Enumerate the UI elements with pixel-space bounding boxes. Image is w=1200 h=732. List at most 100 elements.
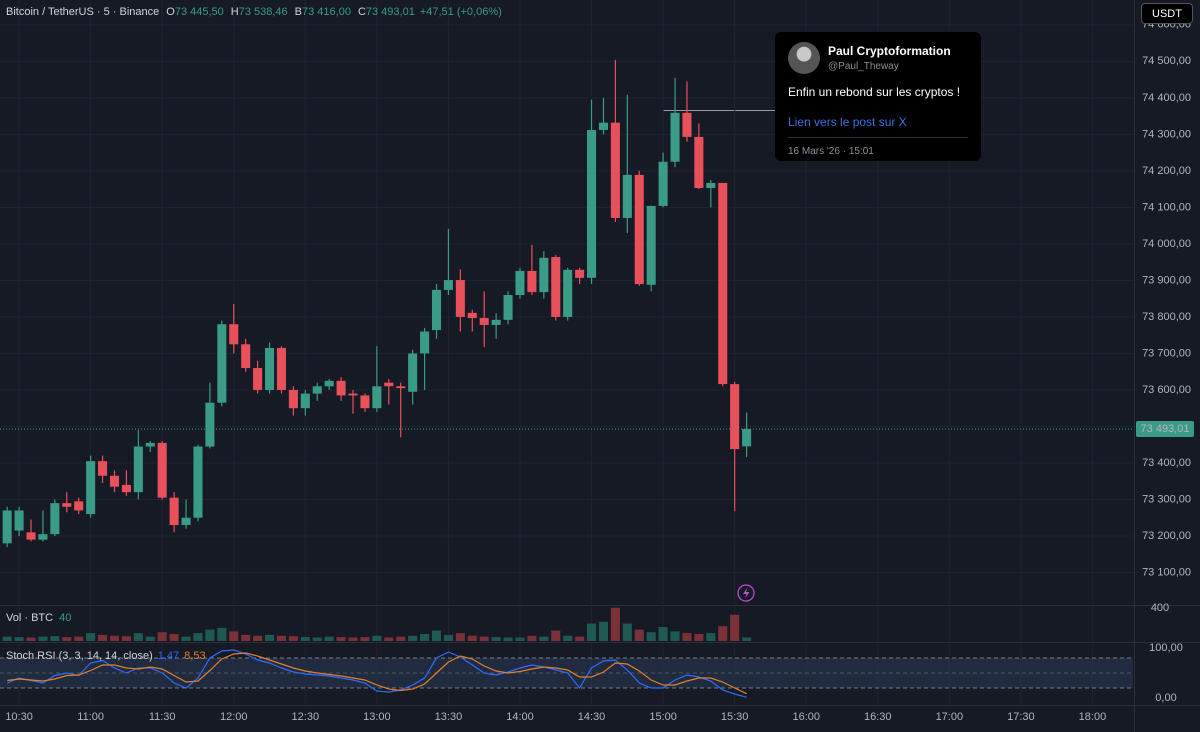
volume-bar — [98, 634, 108, 641]
candle-body — [539, 257, 549, 293]
candle-body — [98, 461, 108, 476]
candle-body — [742, 429, 752, 447]
volume-bar — [443, 634, 453, 641]
y-tick-label: 74 000,00 — [1142, 238, 1191, 250]
x-tick-label: 17:00 — [936, 711, 964, 723]
candle-body — [610, 122, 620, 218]
volume-bar — [682, 633, 692, 641]
volume-bar — [646, 632, 656, 641]
ohlc-key: O — [166, 6, 175, 18]
volume-bar — [300, 637, 310, 641]
candle-body — [384, 382, 394, 387]
volume-bar — [467, 635, 477, 641]
volume-bar — [575, 636, 585, 641]
y-tick-label: 73 300,00 — [1142, 493, 1191, 505]
volume-bar — [86, 633, 96, 641]
volume-bar — [276, 635, 286, 641]
volume-bar — [372, 635, 382, 641]
y-tick-label: 74 500,00 — [1142, 55, 1191, 67]
volume-bar — [730, 614, 740, 641]
volume-bar — [38, 636, 48, 641]
tweet-date: 16 Mars '26 · 15:01 — [788, 146, 874, 157]
volume-bar — [622, 623, 632, 641]
stoch-legend: Stoch RSI (3, 3, 14, 14, close) 1,47 8,53 — [6, 650, 206, 662]
volume-bar — [598, 621, 609, 641]
stoch-last: 1,47 — [158, 650, 179, 662]
candle-body — [503, 295, 513, 320]
volume-bar — [408, 635, 418, 641]
volume-bar — [205, 629, 215, 641]
tweet-author-row: Paul Cryptoformation @Paul_Theway — [788, 42, 968, 74]
candle-body — [587, 129, 597, 278]
candle-body — [241, 344, 251, 369]
x-tick-label: 17:30 — [1007, 711, 1035, 723]
candle-body — [420, 331, 430, 354]
x-tick-label: 12:30 — [292, 711, 320, 723]
avatar — [788, 42, 820, 74]
volume-bar — [479, 636, 489, 641]
x-tick-label: 15:00 — [649, 711, 677, 723]
ohlc-value: 73 538,46 — [239, 6, 288, 18]
candle-body — [360, 395, 370, 409]
x-tick-label: 18:00 — [1079, 711, 1107, 723]
volume-bar — [14, 637, 24, 641]
candle-body — [288, 389, 298, 409]
candle-body — [706, 182, 716, 189]
y-tick-label: 73 700,00 — [1142, 347, 1191, 359]
currency-button[interactable]: USDT — [1141, 3, 1193, 24]
candle-body — [730, 384, 740, 450]
volume-bar — [121, 636, 131, 641]
volume-bar — [133, 633, 143, 641]
x-tick-label: 13:00 — [363, 711, 391, 723]
ohlc-key: H — [231, 6, 239, 18]
volume-bar — [253, 635, 263, 641]
last-price-box — [1136, 421, 1194, 438]
candle-body — [563, 269, 573, 317]
labels: 10:30 11:00 11:30 12:00 12:30 13:00 13:30 14:00… — [5, 6, 1194, 723]
candle-body — [646, 205, 656, 285]
candle-body — [336, 380, 346, 396]
volume-bar — [718, 626, 728, 641]
candle-body — [431, 289, 442, 331]
y-tick-label: 74 200,00 — [1142, 165, 1191, 177]
candle-body — [670, 112, 680, 162]
volume-bar — [503, 637, 513, 641]
candle-body — [229, 324, 239, 345]
volume-bar — [563, 635, 573, 641]
header-legend: Bitcoin / TetherUS · 5 · Binance O73 445,… — [6, 6, 502, 18]
volume-bar — [527, 635, 537, 641]
volume-bar — [157, 632, 167, 641]
lightning-icon[interactable] — [737, 584, 755, 602]
tweet-author: Paul Cryptoformation — [828, 44, 951, 58]
stoch-line — [6, 649, 747, 698]
candle-body — [14, 510, 24, 531]
ohlc-value: 73 445,50 — [175, 6, 224, 18]
volume-bar — [2, 636, 12, 641]
candle-body — [38, 534, 48, 540]
volume-bar — [610, 607, 620, 641]
candle-body — [622, 174, 632, 218]
volume-bar — [396, 636, 406, 641]
volume-legend: Vol · BTC 40 — [6, 612, 71, 624]
candle-body — [62, 503, 72, 507]
volume-bar — [742, 637, 752, 641]
volume-bar — [670, 631, 680, 641]
y-tick-label: 73 400,00 — [1142, 457, 1191, 469]
candle-body — [443, 280, 453, 290]
stoch-line — [7, 652, 747, 695]
tweet-link[interactable]: Lien vers le post sur X — [788, 115, 968, 138]
x-tick-label: 12:00 — [220, 711, 248, 723]
candle-body — [467, 312, 477, 319]
volume-bar — [431, 630, 442, 641]
y-tick-label: 73 100,00 — [1142, 566, 1191, 578]
volume-bar — [169, 634, 179, 641]
volume-bar — [384, 637, 394, 641]
y-tick-label: 73 900,00 — [1142, 274, 1191, 286]
ohlc-value: 73 416,00 — [302, 6, 351, 18]
candle-body — [551, 257, 561, 317]
candle-body — [145, 442, 155, 447]
volume-bar — [74, 636, 84, 641]
volume-bar — [348, 637, 358, 641]
tweet-card: Paul Cryptoformation @Paul_Theway Enfin … — [775, 32, 981, 161]
